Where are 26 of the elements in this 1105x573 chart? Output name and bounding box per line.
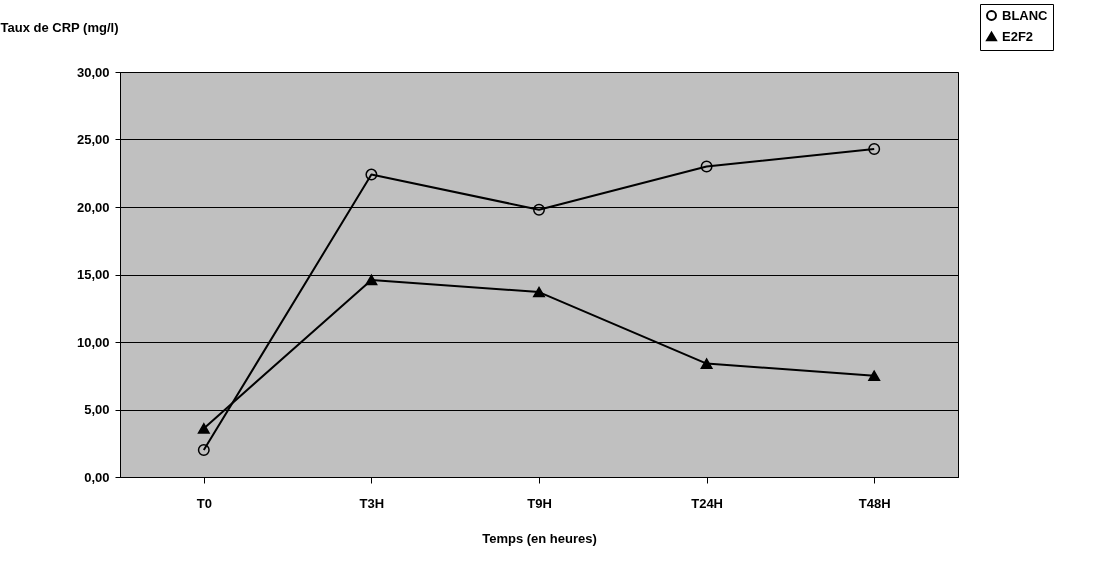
point: [868, 142, 881, 155]
y-tick-label: 0,00: [84, 469, 110, 485]
y-tick-label: 10,00: [76, 334, 110, 350]
x-tick-label: T48H: [858, 495, 891, 511]
y-tick-label: 20,00: [76, 199, 110, 215]
point: [700, 160, 713, 173]
legend-label: BLANC: [1002, 7, 1049, 23]
point: [700, 358, 713, 369]
x-tick-label: T9H: [527, 495, 552, 511]
point: [197, 444, 210, 456]
legend-label: E2F2: [1002, 28, 1034, 44]
y-axis-title: Taux de CRP (mg/l): [0, 19, 119, 35]
x-tick-label: T24H: [691, 495, 723, 511]
y-tick-label: 5,00: [84, 402, 110, 417]
point: [365, 168, 378, 181]
y-tick-label: 25,00: [76, 132, 110, 147]
x-tick-label: T3H: [359, 495, 385, 511]
point: [533, 203, 545, 216]
point: [868, 370, 881, 382]
y-tick-label: 15,00: [76, 267, 110, 282]
y-tick-label: 30,00: [76, 64, 110, 80]
point: [533, 286, 545, 298]
point: [365, 274, 378, 286]
x-tick-label: T0: [196, 495, 212, 511]
point: [197, 423, 210, 434]
x-axis-title: Temps (en heures): [482, 530, 597, 546]
